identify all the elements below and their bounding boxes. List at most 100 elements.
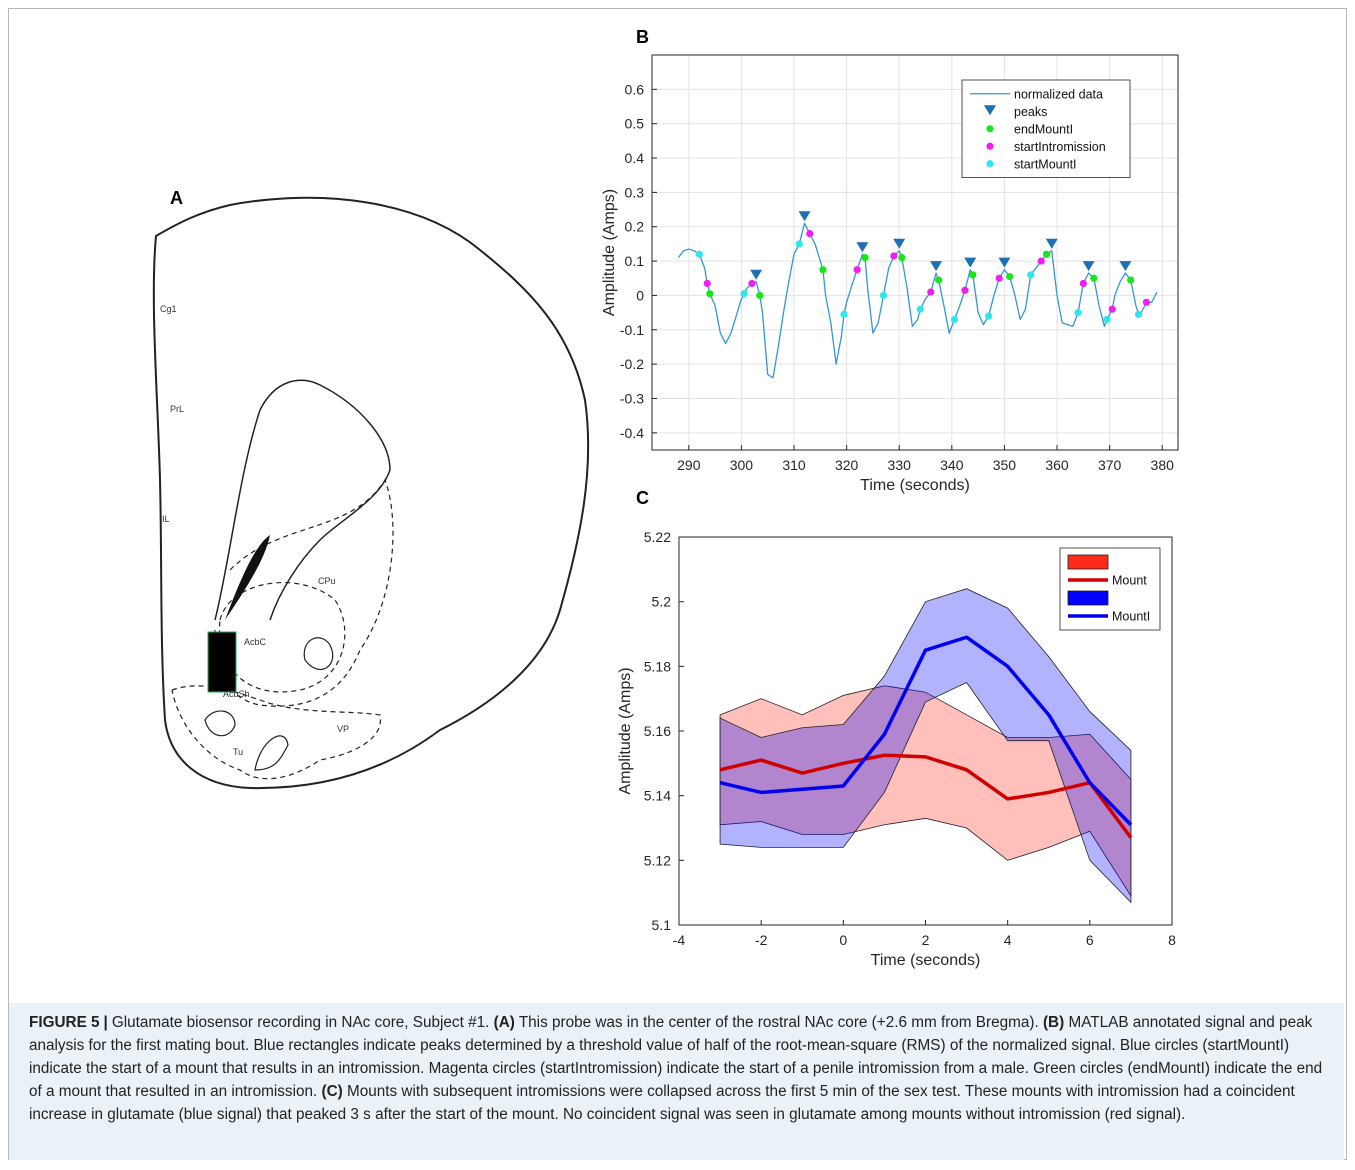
x-tick-label: 8	[1168, 932, 1176, 948]
x-tick-label: 4	[1004, 932, 1012, 948]
data-point	[916, 305, 924, 313]
panel-label: C	[636, 488, 649, 508]
caption-intro: Glutamate biosensor recording in NAc cor…	[111, 1014, 490, 1031]
data-point	[740, 290, 748, 298]
data-point	[703, 279, 711, 288]
data-point	[950, 315, 959, 324]
data-point	[964, 257, 977, 268]
y-tick-label: 5.18	[644, 658, 671, 674]
data-point	[1090, 274, 1098, 282]
region-label: VP	[337, 724, 349, 734]
data-point	[927, 288, 935, 296]
data-point	[1127, 276, 1135, 284]
region-label: AcbSh	[223, 689, 250, 699]
region-label: IL	[162, 514, 170, 524]
data-point	[1142, 298, 1151, 306]
legend-marker	[986, 160, 994, 168]
data-point	[806, 230, 814, 238]
data-point	[1006, 272, 1014, 281]
data-point	[756, 291, 764, 300]
y-tick-label: 5.2	[652, 594, 672, 610]
x-tick-label: 310	[782, 457, 806, 473]
data-point	[861, 254, 869, 262]
x-tick-label: 370	[1098, 457, 1122, 473]
section-outline	[152, 196, 590, 790]
caption-text: Mounts with subsequent intromissions wer…	[29, 1083, 1295, 1123]
region-label: CPu	[318, 576, 336, 586]
legend: normalized data peaks endMountI startIntrom…	[961, 79, 1131, 178]
data-point	[798, 211, 811, 222]
caption-text: MATLAB annotated signal and peak analysi…	[29, 1014, 1323, 1100]
x-tick-label: -2	[755, 932, 768, 948]
data-point	[750, 269, 763, 280]
data-point	[985, 312, 993, 320]
data-point	[748, 279, 756, 288]
x-tick-label: 380	[1151, 457, 1175, 473]
axes-box	[678, 536, 1173, 926]
data-point	[893, 238, 906, 249]
data-point	[935, 276, 943, 284]
acb-outline	[218, 581, 346, 693]
data-point	[1134, 310, 1143, 318]
y-axis-label: Amplitude (Amps)	[601, 189, 618, 316]
caption-text: This probe was in the center of the rost…	[518, 1014, 1039, 1031]
caption-separator: |	[103, 1014, 108, 1031]
data-point	[930, 261, 943, 272]
x-tick-label: 6	[1086, 932, 1094, 948]
data-point	[1027, 271, 1035, 279]
legend-label: endMountI	[1014, 122, 1073, 136]
legend-patch	[1067, 590, 1109, 606]
data-point	[898, 254, 906, 262]
data-point	[695, 250, 703, 258]
data-point	[1108, 305, 1116, 313]
legend-marker	[984, 105, 996, 116]
legend-label: MountI	[1112, 610, 1150, 624]
caption: FIGURE 5 | Glutamate biosensor recording i…	[9, 1003, 1344, 1160]
data-point	[1074, 309, 1082, 317]
caption-tag: (C)	[321, 1083, 343, 1100]
legend-patch	[1067, 554, 1109, 570]
data-point	[706, 290, 714, 298]
caption-tag: (B)	[1042, 1014, 1065, 1031]
data-point	[853, 266, 861, 274]
region-label: AcbC	[244, 637, 267, 647]
caption-tag: (A)	[493, 1014, 515, 1031]
data-line	[719, 635, 1133, 826]
region-label: Tu	[233, 747, 243, 757]
data-point	[1045, 238, 1058, 249]
data-point	[890, 252, 898, 260]
x-tick-label: 350	[993, 457, 1017, 473]
x-tick-label: -4	[673, 932, 686, 948]
data-line	[719, 753, 1133, 839]
data-point	[998, 257, 1011, 268]
band	[719, 588, 1132, 904]
data-point	[856, 242, 869, 253]
y-tick-label: -0.3	[620, 390, 644, 406]
region-label: Cg1	[160, 304, 177, 314]
data-point	[819, 266, 827, 274]
panel-a: A Cg1 PrL IL CPu AcbC AcbSh VP Tu	[152, 188, 590, 790]
y-tick-label: 0.5	[625, 116, 645, 132]
x-axis-label: Time (seconds)	[871, 952, 981, 969]
data-point	[1042, 250, 1051, 258]
legend-label: startMountI	[1014, 157, 1077, 171]
y-tick-label: 5.22	[644, 529, 671, 545]
y-tick-label: 5.14	[644, 788, 671, 804]
y-tick-label: -0.1	[620, 322, 644, 338]
tubercle-outline	[204, 637, 334, 771]
x-tick-label: 0	[839, 932, 847, 948]
y-tick-label: 5.12	[644, 852, 671, 868]
legend-label: normalized data	[1014, 87, 1103, 101]
legend: Mount MountI	[1059, 547, 1161, 631]
probe-track	[207, 631, 237, 693]
y-tick-label: 0.4	[625, 150, 645, 166]
region-label: PrL	[170, 404, 184, 414]
data-point	[995, 274, 1003, 282]
data-point	[1037, 257, 1045, 265]
y-tick-label: -0.4	[620, 425, 644, 441]
chart: C -4 -2 0 2 4 6 8 5.1 5.12 5.14 5.16 5.18 5.2 5.22 Time…	[617, 488, 1176, 969]
y-tick-label: 0	[636, 287, 644, 303]
data-point	[879, 291, 888, 300]
y-tick-label: 5.16	[644, 723, 671, 739]
